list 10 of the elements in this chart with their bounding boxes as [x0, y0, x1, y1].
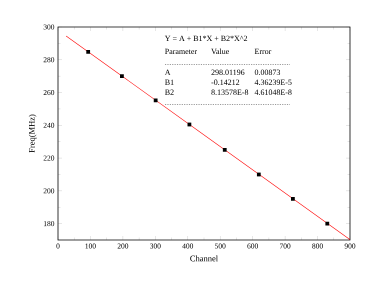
y-axis-title: Freq(MHz) [28, 114, 36, 153]
point [154, 98, 158, 102]
point [188, 122, 192, 126]
point [120, 74, 124, 78]
point [325, 222, 330, 226]
point [86, 50, 90, 54]
point [291, 196, 295, 201]
x-axis-title: Channel [190, 255, 218, 262]
point [222, 148, 227, 152]
point [256, 172, 261, 176]
